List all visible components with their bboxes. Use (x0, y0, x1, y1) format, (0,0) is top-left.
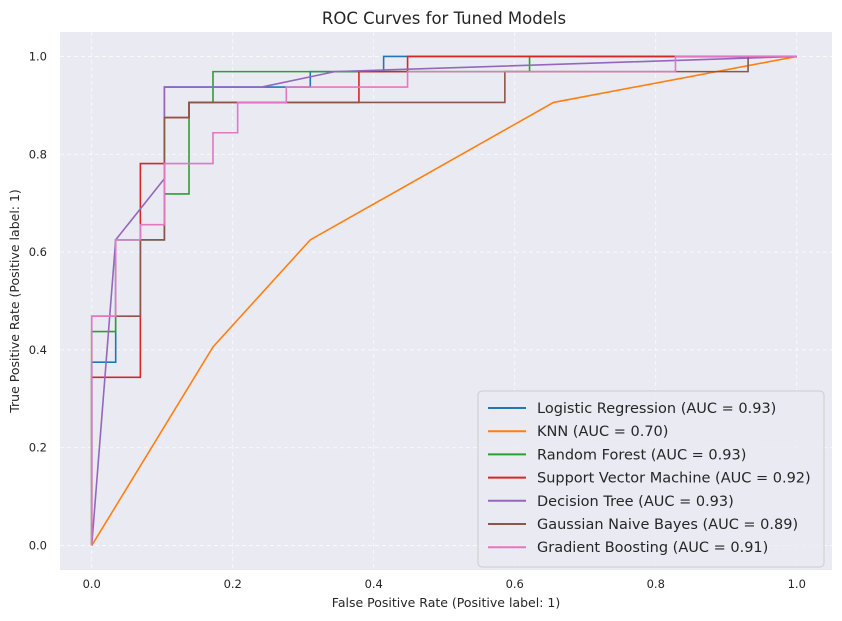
legend-label: Gaussian Naive Bayes (AUC = 0.89) (537, 517, 798, 533)
legend-box (477, 390, 825, 568)
y-tick-label: 1.0 (29, 49, 47, 63)
legend-label: Logistic Regression (AUC = 0.93) (537, 401, 776, 417)
y-tick-label: 0.6 (29, 245, 47, 259)
y-axis-ticks: 0.0 0.2 0.4 0.6 0.8 1.0 (29, 49, 47, 552)
x-tick-label: 0.4 (365, 577, 383, 591)
y-axis-label: True Positive Rate (Positive label: 1) (7, 189, 22, 414)
y-tick-label: 0.8 (29, 147, 47, 161)
series-lines (90, 55, 797, 546)
y-tick-label: 0.0 (29, 539, 47, 553)
y-tick-label: 0.4 (29, 343, 47, 357)
x-tick-label: 0.8 (647, 577, 665, 591)
x-axis-ticks: 0.0 0.2 0.4 0.6 0.8 1.0 (83, 577, 806, 591)
legend-label: Support Vector Machine (AUC = 0.92) (537, 471, 811, 487)
legend-label: Random Forest (AUC = 0.93) (537, 447, 746, 463)
roc-curve-series-7 (90, 55, 797, 546)
x-tick-label: 0.0 (83, 577, 101, 591)
roc-curve-series-2 (91, 55, 797, 546)
x-tick-label: 0.2 (224, 577, 242, 591)
legend: Logistic Regression (AUC = 0.93) KNN (AUC… (477, 390, 825, 568)
x-tick-label: 0.6 (506, 577, 524, 591)
y-tick-label: 0.2 (29, 441, 47, 455)
legend-label: Gradient Boosting (AUC = 0.91) (537, 540, 768, 556)
chart-title: ROC Curves for Tuned Models (322, 9, 566, 28)
x-axis-label: False Positive Rate (Positive label: 1) (332, 595, 560, 610)
legend-label: KNN (AUC = 0.70) (537, 424, 668, 440)
legend-label: Decision Tree (AUC = 0.93) (537, 494, 734, 510)
roc-curve-series-6 (90, 55, 797, 546)
x-tick-label: 1.0 (788, 577, 806, 591)
